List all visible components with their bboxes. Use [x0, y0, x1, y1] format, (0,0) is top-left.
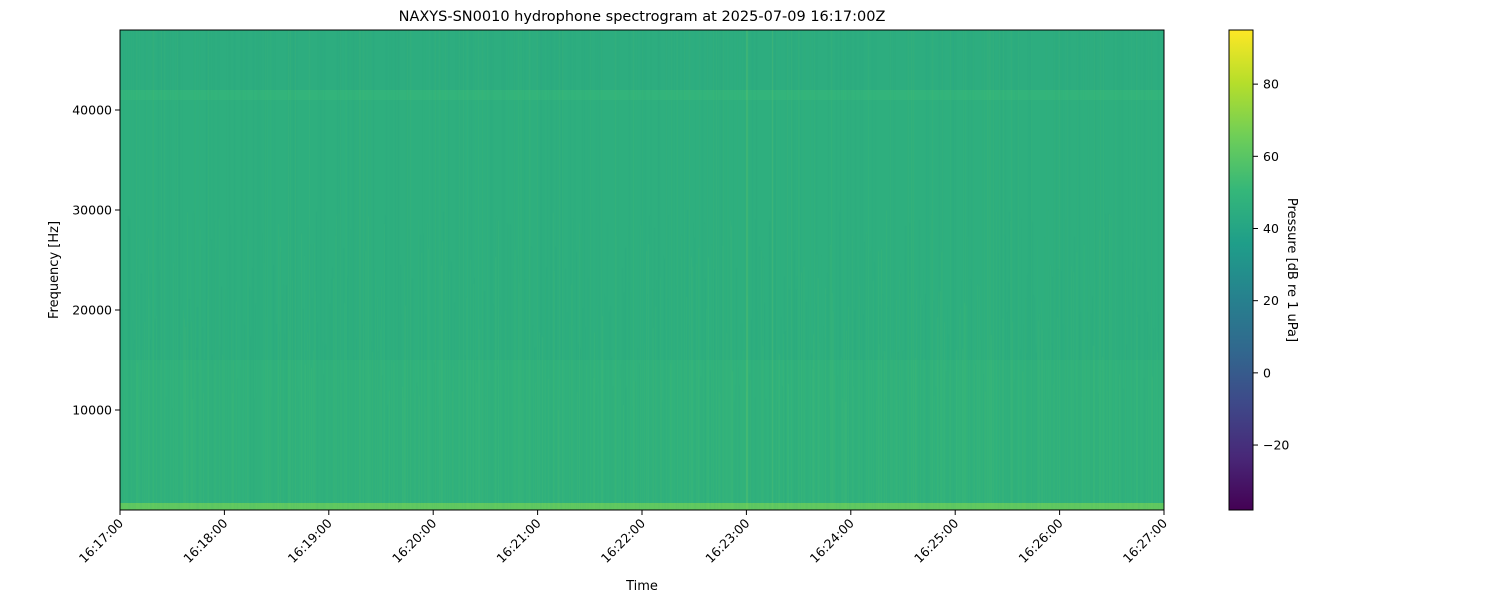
x-tick-label: 16:20:00	[389, 515, 439, 565]
y-tick-label: 20000	[72, 303, 112, 318]
chart-title: NAXYS-SN0010 hydrophone spectrogram at 2…	[399, 9, 886, 25]
x-tick-label: 16:27:00	[1120, 515, 1170, 565]
x-axis-label: Time	[625, 579, 658, 594]
spectrogram-texture	[120, 30, 1164, 510]
colorbar-tick-label: 80	[1263, 77, 1279, 92]
x-tick-label: 16:24:00	[807, 515, 857, 565]
colorbar-tick-label: 40	[1263, 221, 1279, 236]
x-tick-label: 16:26:00	[1015, 515, 1065, 565]
colorbar-tick-label: 0	[1263, 365, 1271, 380]
x-tick-label: 16:22:00	[598, 515, 648, 565]
colorbar-tick-label: −20	[1263, 438, 1289, 453]
x-tick-label: 16:18:00	[180, 515, 230, 565]
colorbar-label: Pressure [dB re 1 uPa]	[1284, 198, 1299, 342]
x-axis: 16:17:00 16:18:00 16:19:00 16:20:00 16:21:00…	[76, 510, 1170, 566]
y-tick-label: 10000	[72, 403, 112, 418]
colorbar-tick-label: 20	[1263, 293, 1279, 308]
colorbar-axis: −20 0 20 40 60 80	[1253, 77, 1289, 453]
y-tick-label: 30000	[72, 203, 112, 218]
x-tick-label: 16:25:00	[911, 515, 961, 565]
x-tick-label: 16:23:00	[702, 515, 752, 565]
y-axis-label: Frequency [Hz]	[47, 221, 62, 319]
y-tick-label: 40000	[72, 103, 112, 118]
colorbar-tick-label: 60	[1263, 149, 1279, 164]
x-tick-label: 16:17:00	[76, 515, 126, 565]
x-tick-label: 16:21:00	[493, 515, 543, 565]
colorbar	[1228, 29, 1254, 511]
y-axis: 10000 20000 30000 40000	[72, 103, 120, 418]
x-tick-label: 16:19:00	[285, 515, 335, 565]
